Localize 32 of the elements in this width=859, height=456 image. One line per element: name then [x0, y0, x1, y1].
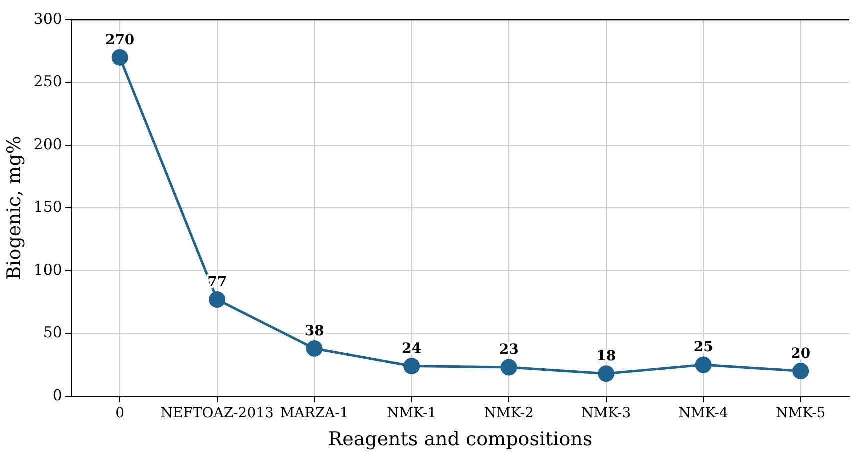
point	[792, 363, 810, 380]
y-tick-label: 0	[52, 386, 62, 404]
data-label: 270	[105, 32, 135, 48]
data-label: 25	[694, 340, 714, 356]
x-tick-label: MARZA-1	[280, 405, 349, 422]
x-axis-title: Reagents and compositions	[328, 428, 593, 451]
x-tick-label: NMK-5	[776, 405, 826, 422]
y-tick-label: 100	[34, 260, 62, 279]
y-tick-label: 50	[43, 324, 62, 342]
point	[695, 356, 712, 374]
point	[500, 359, 518, 376]
data-label: 20	[791, 346, 811, 362]
point	[306, 340, 323, 357]
y-axis-title: Biogenic, mg%	[3, 136, 26, 280]
y-tick-label: 250	[34, 72, 62, 91]
data-label: 38	[304, 323, 324, 340]
x-tick-label: NMK-1	[387, 405, 437, 422]
point	[404, 358, 420, 375]
data-label: 18	[596, 348, 616, 364]
x-tick-label: 0	[116, 405, 125, 422]
y-tick-label: 150	[34, 198, 62, 216]
point	[598, 366, 615, 382]
point	[209, 292, 226, 308]
y-tick-label: 200	[34, 135, 62, 154]
x-tick-label: NMK-2	[484, 405, 534, 422]
x-tick-label: NEFTOAZ-2013	[160, 405, 274, 422]
data-label: 23	[499, 342, 519, 358]
y-tick-label: 300	[34, 10, 62, 28]
point	[112, 49, 128, 66]
x-tick-label: NMK-4	[678, 405, 729, 422]
x-tick-label: NMK-3	[582, 405, 632, 422]
data-label: 24	[402, 340, 422, 357]
